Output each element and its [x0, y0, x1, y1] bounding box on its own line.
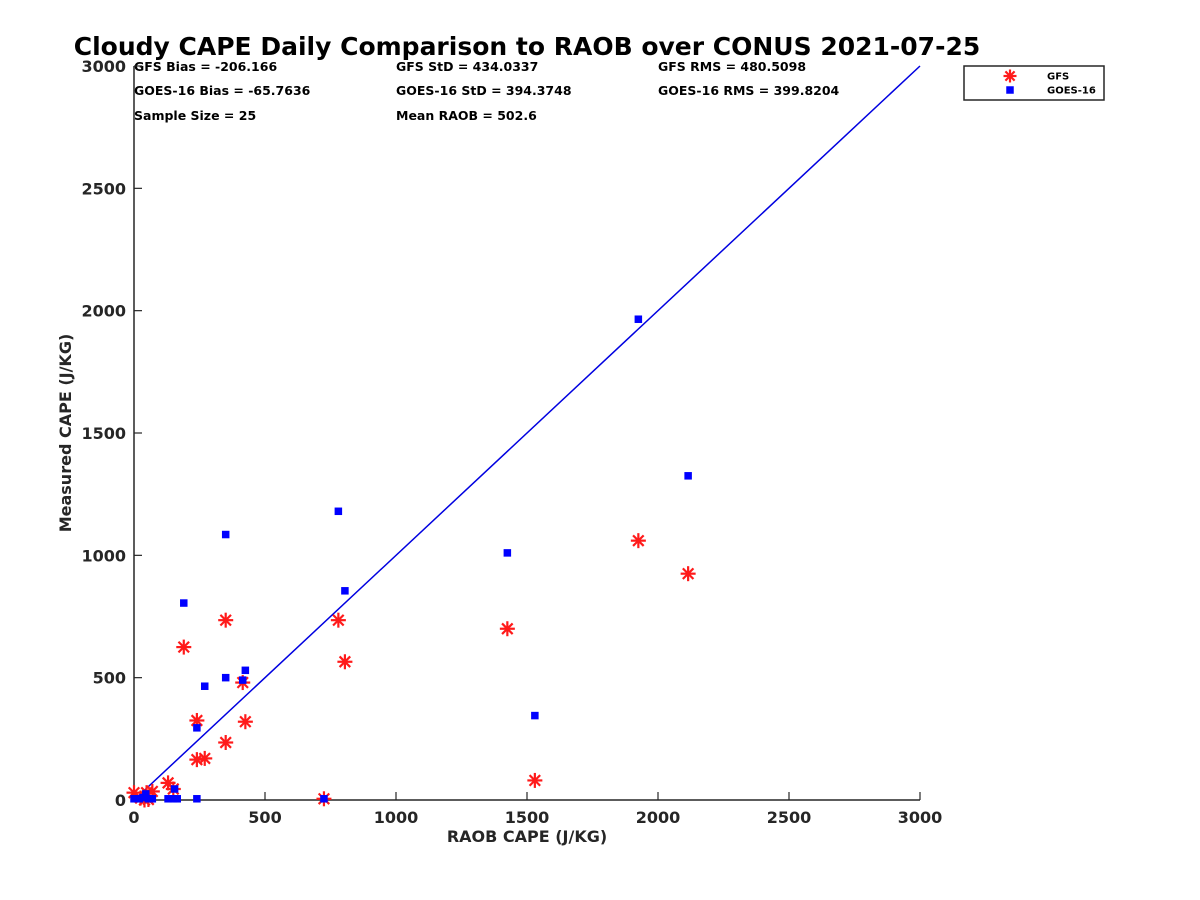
stat-text: GFS RMS = 480.5098: [658, 59, 806, 74]
goes16-point: [221, 673, 230, 682]
x-tick-label: 2000: [636, 808, 681, 827]
stat-text: GOES-16 Bias = -65.7636: [134, 83, 311, 98]
goes16-point: [320, 795, 328, 803]
y-tick-label: 0: [115, 791, 126, 810]
goes16-point: [334, 507, 343, 516]
goes16-point: [221, 530, 230, 539]
legend-box: [963, 65, 1105, 101]
gfs-point: [630, 533, 646, 549]
goes16-point: [148, 795, 157, 803]
gfs-point: [499, 621, 515, 637]
y-tick-label: 2000: [81, 302, 126, 321]
goes16-point: [193, 795, 201, 803]
legend: GFS GOES-16: [963, 65, 1105, 101]
x-tick-label: 1500: [505, 808, 550, 827]
y-tick-label: 3000: [81, 57, 126, 76]
gfs-point: [680, 566, 696, 582]
gfs-point: [197, 750, 213, 766]
statistics-panel: GFS Bias = -206.166 GFS StD = 434.0337 GFS…: [134, 59, 840, 123]
goes16-point: [531, 711, 539, 720]
x-tick-label: 2500: [767, 808, 812, 827]
gfs-point: [337, 654, 353, 670]
goes16-point: [341, 587, 349, 595]
x-tick-label: 1000: [374, 808, 419, 827]
y-tick-label: 500: [93, 669, 126, 688]
legend-gfs-marker: [1003, 69, 1017, 83]
axes: 0 500 1000 1500 2000 2500 3000 0 500 1000 1500 2000…: [81, 57, 942, 827]
goes16-point: [200, 682, 209, 690]
stat-text: Mean RAOB = 502.6: [396, 108, 537, 123]
gfs-point: [237, 714, 253, 730]
y-axis-label: Measured CAPE (J/KG): [56, 334, 75, 533]
stat-text: Sample Size = 25: [134, 108, 256, 123]
gfs-point: [189, 752, 205, 768]
goes16-point: [144, 795, 153, 803]
y-tick-label: 2500: [81, 179, 126, 198]
legend-label: GFS: [1047, 72, 1069, 83]
stat-text: GFS Bias = -206.166: [134, 59, 277, 74]
y-tick-label: 1000: [81, 546, 126, 565]
data-points: [126, 315, 696, 808]
goes16-point: [684, 472, 692, 480]
goes16-point: [169, 795, 178, 803]
series-goes-16: [130, 315, 692, 803]
goes16-point: [241, 666, 250, 675]
reference-line-layer: [133, 65, 921, 801]
gfs-point: [527, 772, 543, 788]
goes16-point: [173, 795, 181, 803]
reference-line: [133, 65, 921, 801]
x-tick-label: 0: [128, 808, 139, 827]
stat-text: GFS StD = 434.0337: [396, 59, 538, 74]
goes16-point: [634, 315, 643, 323]
goes16-point: [130, 795, 138, 803]
goes16-point: [180, 599, 188, 607]
x-tick-label: 500: [248, 808, 281, 827]
gfs-point: [176, 639, 192, 655]
stat-text: GOES-16 StD = 394.3748: [396, 83, 572, 98]
gfs-point: [218, 612, 234, 628]
goes16-point: [193, 724, 201, 732]
goes16-point: [164, 795, 172, 803]
legend-label: GOES-16: [1047, 86, 1096, 97]
goes16-point: [503, 549, 512, 557]
goes16-point: [142, 790, 150, 798]
stat-text: GOES-16 RMS = 399.8204: [658, 83, 840, 98]
gfs-point: [218, 735, 234, 751]
goes16-point: [135, 795, 143, 803]
goes16-point: [238, 676, 247, 684]
y-tick-label: 1500: [81, 424, 126, 443]
series-gfs: [126, 533, 696, 808]
legend-goes16-marker: [1006, 86, 1014, 94]
chart-title: Cloudy CAPE Daily Comparison to RAOB ove…: [74, 32, 980, 61]
x-axis-label: RAOB CAPE (J/KG): [447, 827, 607, 846]
goes16-point: [170, 785, 179, 793]
gfs-point: [330, 612, 346, 628]
x-tick-label: 3000: [898, 808, 943, 827]
